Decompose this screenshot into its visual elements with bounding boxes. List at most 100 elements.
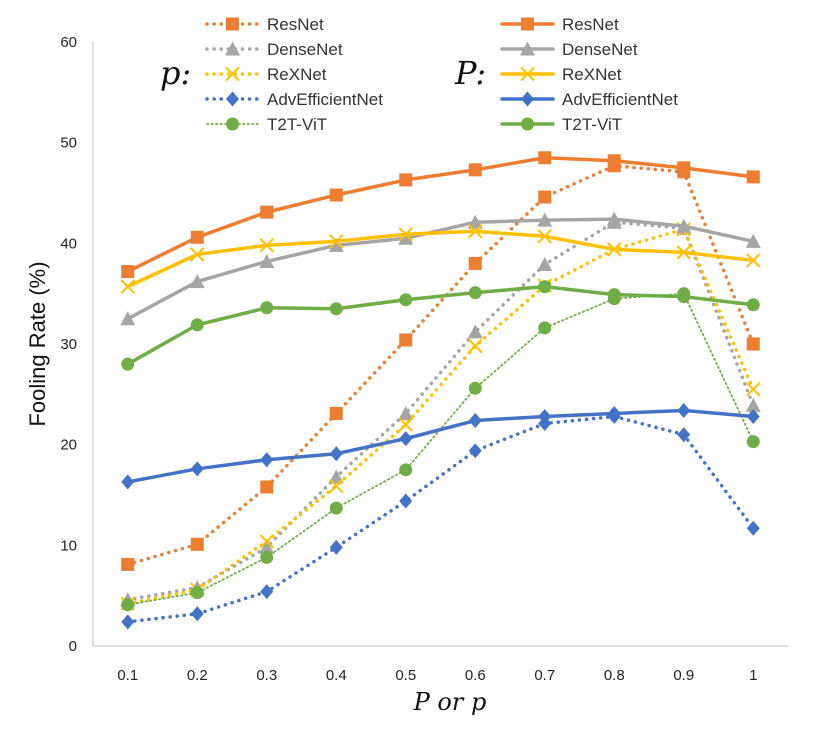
data-point <box>399 173 413 187</box>
series-solid-resnet <box>121 151 760 279</box>
legend-label: AdvEfficientNet <box>562 90 678 109</box>
legend-label: AdvEfficientNet <box>267 90 383 109</box>
data-point <box>537 256 553 271</box>
x-tick-label: 0.8 <box>604 667 625 684</box>
data-point <box>329 501 343 515</box>
data-point <box>328 469 344 484</box>
data-point <box>399 293 413 307</box>
legend-label: T2T-ViT <box>562 115 622 134</box>
legend-item: T2T-ViT <box>500 115 622 134</box>
data-point <box>468 338 483 354</box>
series-dotted-advefficientnet <box>121 408 760 630</box>
series-line <box>126 227 755 606</box>
data-point <box>260 205 274 219</box>
y-tick-label: 60 <box>60 34 77 51</box>
legend-label: ResNet <box>267 15 324 34</box>
x-tick-label: 0.1 <box>117 667 138 684</box>
data-point <box>121 474 135 490</box>
data-point <box>468 256 482 270</box>
data-point <box>329 539 343 555</box>
data-point <box>398 417 413 432</box>
legend-marker <box>520 41 535 56</box>
data-point <box>538 280 552 294</box>
data-point <box>329 188 343 202</box>
data-point <box>120 279 135 294</box>
legend-marker <box>226 117 239 131</box>
data-point <box>260 550 274 564</box>
data-point <box>745 233 761 248</box>
data-point <box>259 539 275 554</box>
series-solid-rexnet <box>120 224 761 294</box>
x-tick-label: 0.5 <box>395 667 416 684</box>
data-point <box>468 413 482 429</box>
series-line <box>126 164 755 567</box>
axes <box>92 42 788 647</box>
series-dotted-rexnet <box>120 222 761 611</box>
data-point <box>260 480 274 494</box>
data-point <box>468 224 483 239</box>
series-line <box>126 408 755 484</box>
data-point <box>606 211 622 226</box>
legend-label: T2T-ViT <box>267 115 327 134</box>
data-point <box>677 161 691 175</box>
data-point <box>398 227 413 242</box>
data-point <box>121 265 135 279</box>
series-line <box>126 220 755 602</box>
data-point <box>329 302 343 316</box>
series-solid-densenet <box>120 211 761 326</box>
legend-label: ReXNet <box>267 65 327 84</box>
y-axis-title: Fooling Rate (%) <box>25 261 50 426</box>
legend-marker <box>226 91 239 107</box>
data-point <box>189 274 205 289</box>
x-tick-label: 0.4 <box>326 667 347 684</box>
legend-marker <box>521 17 534 31</box>
x-axis-title: P or p <box>413 688 487 716</box>
data-point <box>259 534 274 549</box>
data-point <box>607 288 621 302</box>
data-point <box>467 324 483 339</box>
data-point <box>190 537 204 551</box>
data-point <box>190 606 204 622</box>
series-dotted-t2t-vit <box>121 287 760 612</box>
x-tick-label: 1 <box>749 667 757 684</box>
data-point <box>537 212 553 227</box>
data-point <box>329 406 343 420</box>
data-point <box>607 242 622 257</box>
data-point <box>329 478 344 494</box>
data-point <box>746 408 760 424</box>
data-point <box>399 431 413 447</box>
series-line <box>126 217 755 321</box>
data-point <box>190 318 204 332</box>
data-point <box>260 301 274 315</box>
x-tick-label: 0.9 <box>673 667 694 684</box>
legend-label: ReXNet <box>562 65 622 84</box>
data-point <box>398 405 414 420</box>
x-tick-label: 0.6 <box>465 667 486 684</box>
y-tick-labels: 0 10 20 30 40 50 60 <box>60 34 77 655</box>
data-point <box>329 446 343 462</box>
y-tick-label: 30 <box>60 336 77 353</box>
series-line <box>126 284 755 366</box>
data-point <box>467 214 483 229</box>
series-solid-advefficientnet <box>121 402 760 490</box>
y-tick-label: 50 <box>60 135 77 152</box>
data-point <box>677 402 691 418</box>
legend-item: ResNet <box>500 15 619 34</box>
data-point <box>746 298 760 312</box>
data-point <box>677 427 691 443</box>
data-point <box>190 461 204 477</box>
data-point <box>190 247 205 262</box>
series-line <box>126 414 755 624</box>
series-line <box>126 156 755 274</box>
y-tick-label: 0 <box>69 638 77 655</box>
data-point <box>468 286 482 300</box>
series-solid-t2t-vit <box>121 280 760 371</box>
data-point <box>745 397 761 412</box>
data-point <box>746 382 761 397</box>
legend-marker <box>225 66 240 82</box>
legend-item: AdvEfficientNet <box>205 90 383 109</box>
legend-item: ResNet <box>205 15 324 34</box>
data-point <box>677 290 691 304</box>
data-point <box>328 237 344 252</box>
data-point <box>746 253 761 268</box>
